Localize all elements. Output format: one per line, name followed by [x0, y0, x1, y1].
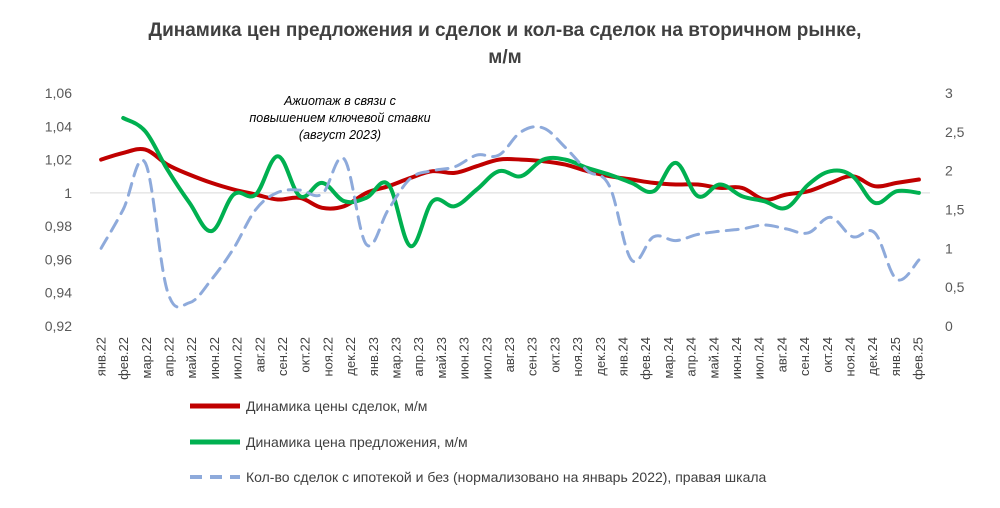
left-axis-tick: 1,06 — [45, 85, 72, 101]
x-tick-label: фев.25 — [911, 337, 926, 380]
left-axis-tick: 1 — [64, 185, 72, 201]
x-tick-label: дек.24 — [865, 337, 880, 376]
x-tick-label: июн.22 — [207, 337, 222, 379]
x-tick-label: мар.23 — [388, 337, 403, 378]
x-tick-label: апр.24 — [684, 337, 699, 377]
right-axis-tick: 1,5 — [945, 202, 965, 218]
left-axis-tick: 1,04 — [45, 118, 72, 134]
x-tick-label: июл.23 — [479, 337, 494, 379]
chart: Динамика цен предложения и сделок и кол-… — [0, 0, 1000, 508]
x-tick-label: авг.24 — [774, 337, 789, 372]
left-axis-tick: 0,96 — [45, 251, 72, 267]
x-tick-label: мар.22 — [139, 337, 154, 378]
x-tick-label: дек.22 — [343, 337, 358, 376]
left-axis: 0,92 0,94 0,96 0,98 1 1,02 1,04 1,06 — [45, 85, 72, 334]
x-tick-label: мар.24 — [661, 337, 676, 378]
x-tick-label: ноя.22 — [320, 337, 335, 377]
left-axis-tick: 0,98 — [45, 218, 72, 234]
right-axis-tick: 0 — [945, 318, 953, 334]
x-tick-label: май.23 — [434, 337, 449, 379]
x-tick-label: май.24 — [706, 337, 721, 379]
x-tick-label: июн.23 — [457, 337, 472, 379]
right-axis-tick: 0,5 — [945, 279, 965, 295]
x-tick-label: ноя.24 — [843, 337, 858, 377]
x-tick-label: окт.22 — [298, 337, 313, 373]
right-axis: 0 0,5 1 1,5 2 2,5 3 — [945, 85, 965, 334]
x-tick-label: авг.23 — [502, 337, 517, 372]
x-tick-label: фев.22 — [116, 337, 131, 380]
left-axis-tick: 1,02 — [45, 152, 72, 168]
x-tick-label: ноя.23 — [570, 337, 585, 377]
annotation-line-3: (август 2023) — [299, 128, 381, 142]
x-tick-label: сен.24 — [797, 337, 812, 376]
annotation-line-2: повышением ключевой ставки — [249, 111, 430, 125]
left-axis-tick: 0,94 — [45, 285, 72, 301]
x-tick-label: янв.22 — [93, 337, 108, 376]
right-axis-tick: 3 — [945, 85, 953, 101]
annotation-line-1: Ажиотаж в связи с — [283, 94, 397, 108]
left-axis-tick: 0,92 — [45, 318, 72, 334]
x-tick-label: апр.23 — [411, 337, 426, 377]
x-tick-label: сен.23 — [525, 337, 540, 376]
annotation: Ажиотаж в связи с повышением ключевой ст… — [249, 94, 430, 142]
x-tick-label: июн.24 — [729, 337, 744, 379]
x-tick-label: май.22 — [184, 337, 199, 379]
series-deal-count-legend-label: Кол-во сделок с ипотекой и без (нормализ… — [246, 469, 767, 485]
series-offer-price-legend-label: Динамика цена предложения, м/м — [246, 434, 468, 450]
x-tick-label: окт.23 — [547, 337, 562, 373]
series-deal-price-legend-label: Динамика цены сделок, м/м — [246, 398, 427, 414]
x-tick-label: фев.24 — [638, 337, 653, 380]
series-offer-price-line — [123, 118, 919, 246]
x-tick-label: июл.22 — [230, 337, 245, 379]
x-tick-label: авг.22 — [252, 337, 267, 372]
x-tick-label: окт.24 — [820, 337, 835, 373]
chart-title-line-1: Динамика цен предложения и сделок и кол-… — [149, 20, 862, 41]
legend: Динамика цены сделок, м/м Динамика цена п… — [190, 398, 767, 485]
x-axis: янв.22 фев.22 мар.22 апр.22 май.22 июн.22 июл.… — [90, 193, 930, 380]
x-tick-label: янв.24 — [616, 337, 631, 376]
chart-title-line-2: м/м — [488, 47, 521, 68]
series-layer — [101, 118, 919, 307]
x-tick-label: сен.22 — [275, 337, 290, 376]
x-tick-label: апр.22 — [161, 337, 176, 377]
right-axis-tick: 1 — [945, 240, 953, 256]
right-axis-tick: 2 — [945, 163, 953, 179]
x-tick-label: дек.23 — [593, 337, 608, 376]
x-tick-label: янв.23 — [366, 337, 381, 376]
right-axis-tick: 2,5 — [945, 124, 965, 140]
x-tick-label: янв.25 — [888, 337, 903, 376]
x-tick-label: июл.24 — [752, 337, 767, 379]
